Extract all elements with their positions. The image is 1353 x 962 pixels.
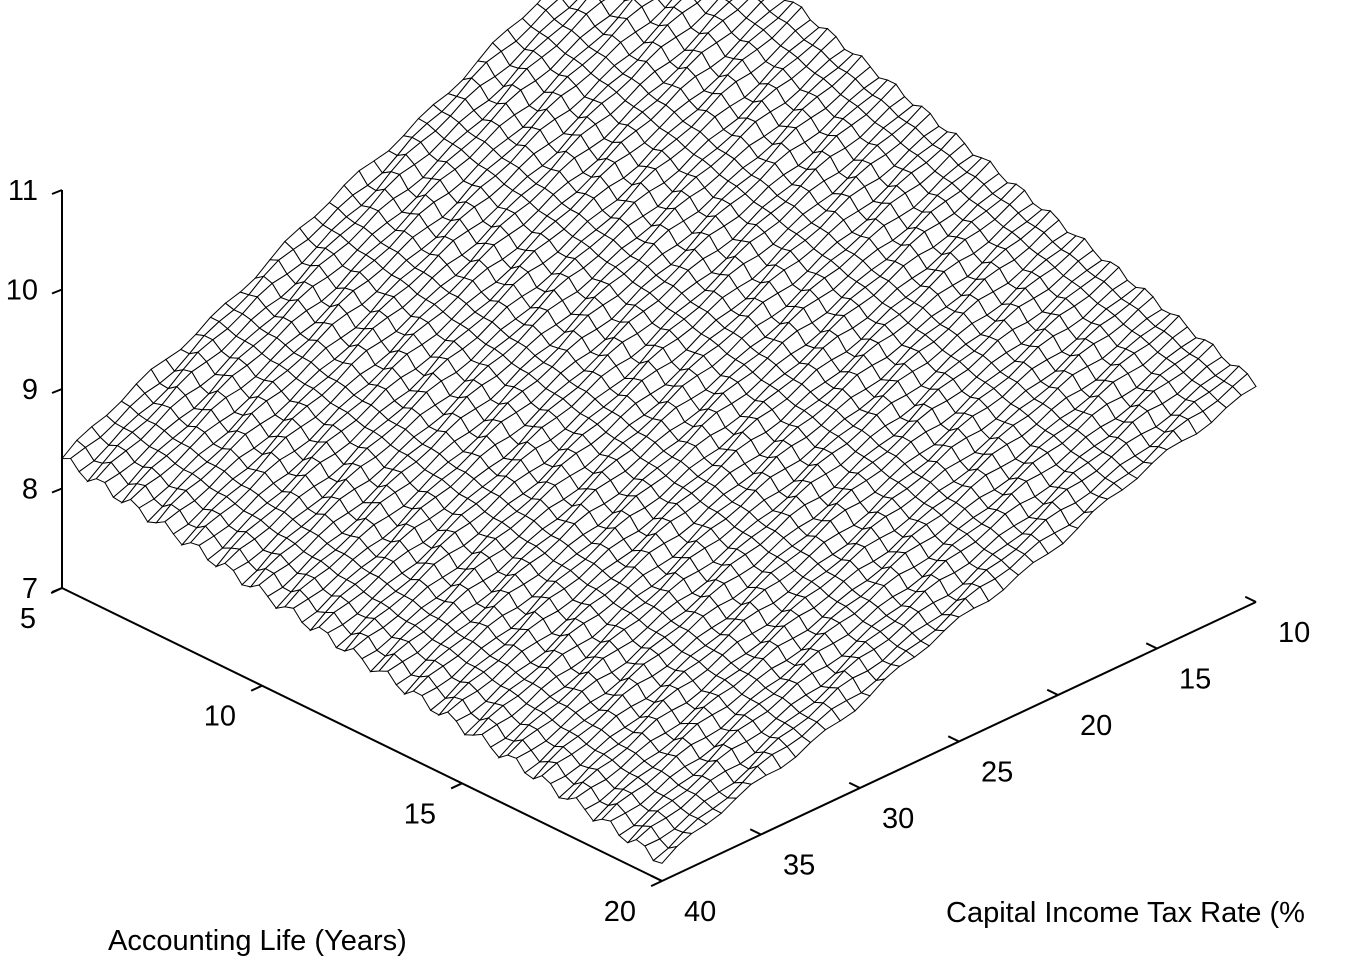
x-axis-title: Accounting Life (Years) (108, 925, 407, 957)
y-tick-label: 30 (882, 803, 914, 835)
y-tick-label: 10 (1278, 617, 1310, 649)
z-tick (51, 388, 63, 394)
x-tick-label: 20 (604, 896, 636, 928)
x-axis-line (61, 587, 663, 882)
y-tick-label: 20 (1080, 710, 1112, 742)
z-tick-label: 7 (22, 573, 38, 605)
y-tick-label: 35 (783, 850, 815, 882)
surface-cell (652, 845, 679, 864)
z-tick-label: 11 (8, 175, 38, 207)
y-tick (1244, 595, 1257, 603)
x-tick (450, 782, 463, 790)
z-tick-label: 10 (6, 275, 38, 307)
x-tick (50, 587, 63, 595)
z-tick-label: 9 (22, 374, 38, 406)
axes: 7 8 9 10 11 5 10 15 20 10 15 20 25 30 35 40 (6, 175, 1311, 928)
z-tick (51, 189, 63, 195)
y-axis-title: Capital Income Tax Rate (% (946, 897, 1305, 929)
y-tick-label: 15 (1179, 664, 1211, 696)
y-tick (1046, 688, 1059, 696)
x-tick-label: 5 (20, 603, 36, 635)
x-tick (250, 684, 263, 692)
x-tick-label: 15 (404, 798, 436, 830)
y-tick (947, 735, 960, 743)
z-tick (51, 487, 63, 494)
y-tick-label: 40 (684, 896, 716, 928)
y-tick (1145, 642, 1158, 650)
y-tick (650, 874, 663, 882)
z-tick (51, 288, 63, 295)
y-tick-label: 25 (981, 757, 1013, 789)
surface-mesh (60, 0, 1257, 864)
z-tick-label: 8 (22, 474, 38, 506)
y-tick (848, 781, 861, 789)
y-tick (749, 828, 762, 836)
x-tick-label: 10 (204, 701, 236, 733)
x-tick (650, 880, 663, 888)
